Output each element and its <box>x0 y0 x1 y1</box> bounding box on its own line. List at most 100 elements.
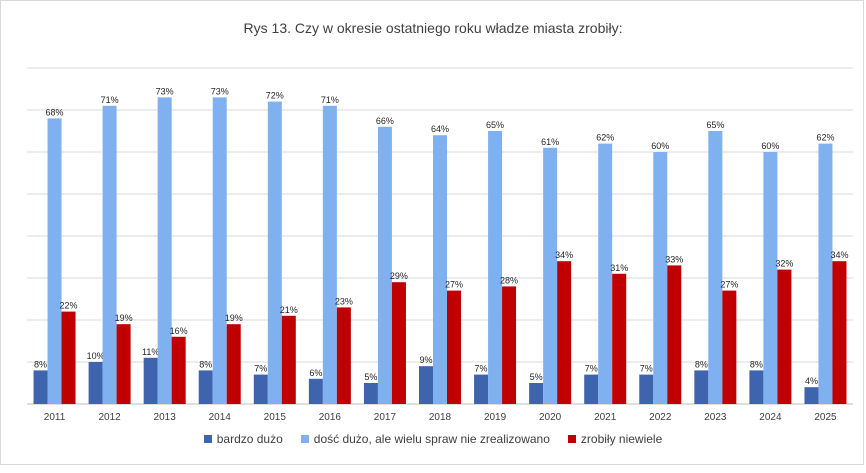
data-label-2022-series-0: 7% <box>640 364 653 374</box>
legend-label-dosc-duzo: dość dużo, ale wielu spraw nie zrealizow… <box>313 432 550 446</box>
x-tick-label-2013: 2013 <box>154 412 177 423</box>
data-label-2013-series-1: 73% <box>156 86 174 96</box>
data-label-2018-series-1: 64% <box>431 124 449 134</box>
bar-2024-series-0 <box>749 370 764 404</box>
legend-label-bardzo-duzo: bardzo dużo <box>216 432 283 446</box>
bar-2019-series-0 <box>474 374 489 404</box>
data-label-2013-series-0: 11% <box>142 347 159 357</box>
bar-2014-series-0 <box>198 370 213 404</box>
chart-title: Rys 13. Czy w okresie ostatniego roku wł… <box>243 20 623 36</box>
data-label-2020-series-1: 61% <box>541 137 559 147</box>
data-label-2019-series-1: 65% <box>486 120 504 130</box>
chart-legend: bardzo dużo dość dużo, ale wielu spraw n… <box>0 432 866 446</box>
x-tick-label-2019: 2019 <box>484 412 507 423</box>
legend-swatch-bardzo-duzo <box>203 435 212 443</box>
data-label-2022-series-1: 60% <box>651 141 669 151</box>
data-label-2015-series-2: 21% <box>280 305 298 315</box>
data-label-2015-series-1: 72% <box>266 91 284 101</box>
legend-item-dosc-duzo: dość dużo, ale wielu spraw nie zrealizow… <box>300 432 550 446</box>
data-label-2017-series-2: 29% <box>390 271 408 281</box>
x-tick-label-2023: 2023 <box>704 412 727 423</box>
bar-2022-series-2 <box>667 265 682 404</box>
data-label-2013-series-2: 16% <box>170 326 188 336</box>
bar-2013-series-1 <box>157 97 172 405</box>
bar-2021-series-2 <box>612 273 627 404</box>
bar-2013-series-2 <box>171 336 186 404</box>
bar-2025-series-2 <box>832 261 847 404</box>
bar-2015-series-0 <box>253 374 268 404</box>
data-label-2023-series-0: 8% <box>695 359 708 369</box>
data-label-2016-series-0: 6% <box>309 368 322 378</box>
data-label-2012-series-1: 71% <box>101 95 119 105</box>
bar-2023-series-2 <box>722 290 737 404</box>
x-tick-label-2011: 2011 <box>44 412 66 423</box>
bar-2024-series-1 <box>763 152 778 404</box>
data-label-2019-series-0: 7% <box>475 364 488 374</box>
bar-2024-series-2 <box>777 269 792 404</box>
legend-item-zrobily-niewiele: zrobiły niewiele <box>567 432 663 446</box>
data-label-2024-series-0: 8% <box>750 359 763 369</box>
data-label-2024-series-2: 32% <box>775 259 793 269</box>
data-label-2021-series-1: 62% <box>596 133 614 143</box>
bar-2019-series-1 <box>488 131 503 404</box>
bar-2016-series-2 <box>336 307 351 404</box>
legend-swatch-dosc-duzo <box>300 435 309 443</box>
bar-2018-series-1 <box>433 135 447 404</box>
x-tick-label-2021: 2021 <box>594 412 617 423</box>
data-label-2011-series-1: 68% <box>46 107 64 117</box>
x-tick-label-2014: 2014 <box>209 412 232 423</box>
bar-2022-series-0 <box>639 374 654 404</box>
bar-2016-series-0 <box>308 378 323 404</box>
data-label-2018-series-2: 27% <box>445 280 463 290</box>
bar-2017-series-0 <box>363 383 378 404</box>
bar-2023-series-1 <box>708 131 723 404</box>
data-label-2016-series-2: 23% <box>335 296 353 306</box>
data-label-2011-series-2: 22% <box>60 301 78 311</box>
x-tick-label-2012: 2012 <box>98 412 121 423</box>
x-tick-label-2025: 2025 <box>814 412 837 423</box>
x-tick-label-2022: 2022 <box>649 412 672 423</box>
data-label-2024-series-1: 60% <box>761 141 779 151</box>
bar-2012-series-1 <box>102 105 117 405</box>
bar-2025-series-1 <box>818 143 833 404</box>
data-label-2023-series-1: 65% <box>706 120 724 130</box>
bar-2018-series-0 <box>419 366 433 404</box>
data-label-2018-series-0: 9% <box>419 355 432 365</box>
legend-swatch-zrobily-niewiele <box>567 435 576 443</box>
bar-2017-series-2 <box>391 282 406 404</box>
bar-2011-series-0 <box>33 370 48 404</box>
data-label-2017-series-1: 66% <box>376 116 394 126</box>
data-label-2011-series-0: 8% <box>34 359 47 369</box>
x-tick-label-2024: 2024 <box>759 412 782 423</box>
data-label-2022-series-2: 33% <box>665 254 683 264</box>
data-label-2020-series-0: 5% <box>530 372 543 382</box>
bar-2015-series-1 <box>267 101 282 404</box>
bar-2021-series-0 <box>584 374 599 404</box>
data-label-2025-series-0: 4% <box>805 376 818 386</box>
bar-2018-series-2 <box>447 290 461 404</box>
bar-2020-series-1 <box>543 147 558 405</box>
data-label-2014-series-0: 8% <box>199 359 212 369</box>
data-label-2021-series-2: 31% <box>610 263 628 273</box>
bar-2016-series-1 <box>322 105 337 405</box>
data-label-2015-series-0: 7% <box>254 364 267 374</box>
data-label-2016-series-1: 71% <box>321 95 339 105</box>
data-label-2020-series-2: 34% <box>555 250 573 260</box>
data-label-2012-series-0: 10% <box>87 351 105 361</box>
bar-2014-series-2 <box>226 324 241 404</box>
data-label-2025-series-2: 34% <box>830 250 848 260</box>
data-label-2023-series-2: 27% <box>720 280 738 290</box>
bar-2025-series-0 <box>804 387 819 404</box>
bar-2021-series-1 <box>598 143 613 404</box>
x-tick-label-2018: 2018 <box>429 412 452 423</box>
x-tick-label-2016: 2016 <box>319 412 342 423</box>
bar-2023-series-0 <box>694 370 709 404</box>
data-label-2021-series-0: 7% <box>585 364 598 374</box>
legend-label-zrobily-niewiele: zrobiły niewiele <box>580 432 663 446</box>
data-label-2012-series-2: 19% <box>115 313 133 323</box>
bar-2019-series-2 <box>502 286 517 404</box>
bar-2020-series-0 <box>529 383 544 404</box>
data-label-2014-series-2: 19% <box>225 313 243 323</box>
data-label-2025-series-1: 62% <box>816 133 834 143</box>
